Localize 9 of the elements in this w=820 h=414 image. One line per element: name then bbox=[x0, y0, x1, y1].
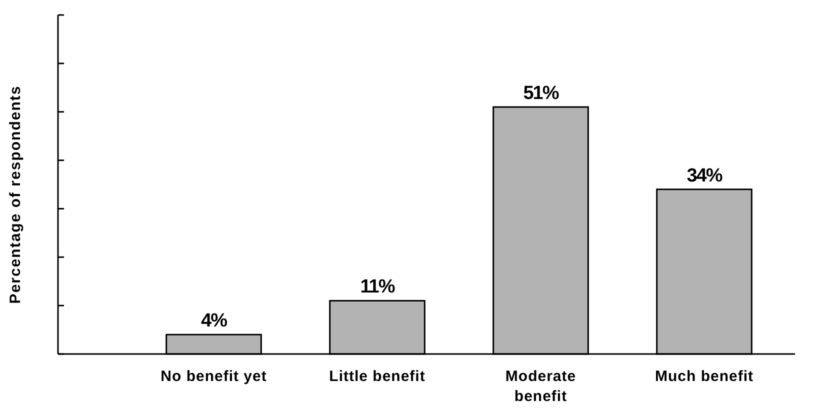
x-tick-label: No benefit yet bbox=[160, 368, 267, 385]
x-tick-label: Moderate benefit bbox=[505, 368, 576, 405]
y-axis-title: Percentage of respondents bbox=[7, 85, 24, 304]
x-tick-label: Little benefit bbox=[329, 368, 426, 385]
x-tick-label: Much benefit bbox=[655, 368, 754, 385]
data-label: 34% bbox=[686, 165, 723, 186]
data-label: 51% bbox=[523, 83, 560, 104]
data-label: 11% bbox=[360, 276, 396, 298]
data-label: 4% bbox=[201, 310, 228, 332]
